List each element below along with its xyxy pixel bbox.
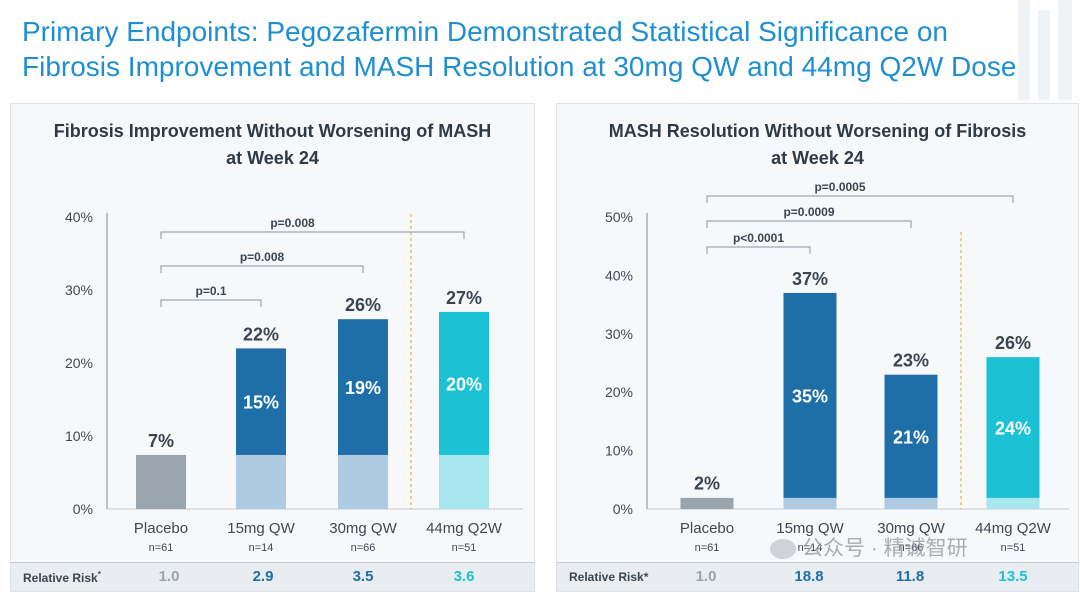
x-category-label: 44mg Q2W [975, 520, 1052, 537]
watermark: 公众号 · 精诚智研 [770, 532, 968, 562]
wechat-icon [770, 539, 796, 560]
p-value-label: p<0.0001 [733, 231, 784, 245]
bar-total-label: 2% [694, 473, 720, 493]
chart-panel-fibrosis: Fibrosis Improvement Without Worsening o… [10, 103, 535, 592]
x-category-label: 30mg QW [877, 520, 945, 537]
bar-total-label: 22% [243, 324, 279, 344]
bar-delta-label: 19% [345, 378, 381, 398]
y-tick-label: 20% [605, 384, 633, 400]
chart-title-mash: MASH Resolution Without Worsening of Fib… [557, 118, 1078, 172]
chart-title-line-1: MASH Resolution Without Worsening of Fib… [608, 121, 1027, 141]
bar-delta-segment [236, 348, 286, 455]
y-tick-label: 20% [65, 355, 93, 371]
y-tick-label: 50% [605, 209, 633, 225]
page-title-line-1: Primary Endpoints: Pegozafermin Demonstr… [22, 16, 948, 47]
y-tick-label: 30% [65, 282, 93, 298]
n-label: n=14 [798, 542, 823, 554]
significance-bracket [160, 299, 262, 307]
p-value-label: p=0.008 [270, 216, 315, 230]
y-tick-label: 10% [605, 443, 633, 459]
n-label: n=61 [149, 542, 174, 554]
p-value-label: p=0.0005 [814, 180, 865, 194]
relative-risk-label: Relative Risk* [569, 570, 649, 584]
chart-mash-resolution: 0% 10% 20% 30% 40% 50% 2% Placebo n=61 35% 37% 15mg… [605, 180, 1069, 554]
x-category-label: 44mg Q2W [426, 520, 503, 537]
relative-risk-label: Relative Risk* [23, 570, 101, 585]
y-tick-label: 40% [65, 209, 93, 225]
bar-total-label: 37% [792, 269, 828, 289]
relative-risk-value-15mg: 2.9 [252, 568, 274, 585]
relative-risk-row: Relative Risk* 1.0 2.9 3.5 3.6 [11, 562, 534, 591]
bar-baseline-segment [884, 497, 938, 509]
chart-panel-mash-resolution: MASH Resolution Without Worsening of Fib… [556, 103, 1079, 592]
x-category-label: Placebo [680, 520, 734, 537]
bar-total-label: 7% [148, 431, 174, 451]
x-category-label: Placebo [134, 520, 188, 537]
relative-risk-value-44mg: 13.5 [998, 568, 1028, 585]
bar-baseline-segment [439, 454, 489, 509]
chart-fibrosis: 0% 10% 20% 30% 40% 7% Placebo n=61 15% 22% 15mg QW… [65, 209, 523, 554]
chart-title-line-2: at Week 24 [226, 148, 319, 168]
bar-total-label: 26% [345, 295, 381, 315]
bar-delta-segment [884, 374, 938, 498]
relative-risk-row: Relative Risk* 1.0 18.8 11.8 13.5 [557, 562, 1078, 591]
page-title-line-2: Fibrosis Improvement and MASH Resolution… [22, 51, 1017, 82]
n-label: n=61 [695, 542, 720, 554]
page-title: Primary Endpoints: Pegozafermin Demonstr… [22, 14, 1062, 84]
chart-title-line-2: at Week 24 [771, 148, 864, 168]
significance-bracket [706, 246, 811, 254]
significance-bracket [706, 220, 912, 228]
significance-bracket [160, 265, 364, 273]
y-tick-label: 0% [613, 501, 633, 517]
relative-risk-value-30mg: 3.5 [352, 568, 374, 585]
significance-bracket [160, 231, 465, 239]
decorative-bars-icon [1018, 0, 1072, 100]
p-value-label: p=0.008 [240, 250, 285, 264]
bar-delta-label: 35% [792, 386, 828, 406]
bar-baseline-segment [236, 454, 286, 509]
n-label: n=66 [899, 542, 924, 554]
n-label: n=66 [351, 542, 376, 554]
bar-delta-segment [783, 292, 837, 498]
p-value-label: p=0.0009 [783, 205, 834, 219]
relative-risk-value-30mg: 11.8 [895, 568, 925, 585]
bar-delta-label: 24% [995, 419, 1031, 439]
bar-delta-segment [986, 357, 1040, 498]
bar-total-label: 27% [446, 288, 482, 308]
y-tick-label: 10% [65, 428, 93, 444]
bar-delta-label: 15% [243, 393, 279, 413]
watermark-text: 公众号 · 精诚智研 [802, 537, 968, 560]
significance-bracket [706, 195, 1014, 203]
bar-placebo [136, 454, 186, 509]
chart-title-line-1: Fibrosis Improvement Without Worsening o… [53, 121, 492, 141]
bar-baseline-segment [986, 497, 1040, 509]
x-category-label: 15mg QW [776, 520, 844, 537]
relative-risk-value-placebo: 1.0 [695, 568, 717, 585]
n-label: n=14 [249, 542, 274, 554]
n-label: n=51 [1001, 542, 1026, 554]
p-value-label: p=0.1 [195, 284, 226, 298]
relative-risk-value-placebo: 1.0 [158, 568, 180, 585]
bar-baseline-segment [338, 454, 388, 509]
relative-risk-value-44mg: 3.6 [453, 568, 475, 585]
y-tick-label: 30% [605, 326, 633, 342]
bar-delta-segment [338, 319, 388, 455]
bar-baseline-segment [783, 497, 837, 509]
n-label: n=51 [452, 542, 477, 554]
relative-risk-marker: * [97, 570, 101, 579]
bar-placebo [680, 497, 734, 509]
x-category-label: 30mg QW [329, 520, 397, 537]
y-tick-label: 0% [73, 501, 93, 517]
bar-delta-segment [439, 311, 489, 455]
y-tick-label: 40% [605, 267, 633, 283]
bar-total-label: 26% [995, 333, 1031, 353]
relative-risk-value-15mg: 18.8 [794, 568, 824, 585]
bar-delta-label: 21% [893, 427, 929, 447]
chart-title-fibrosis: Fibrosis Improvement Without Worsening o… [11, 118, 534, 172]
bar-delta-label: 20% [446, 374, 482, 394]
x-category-label: 15mg QW [227, 520, 295, 537]
bar-total-label: 23% [893, 351, 929, 371]
